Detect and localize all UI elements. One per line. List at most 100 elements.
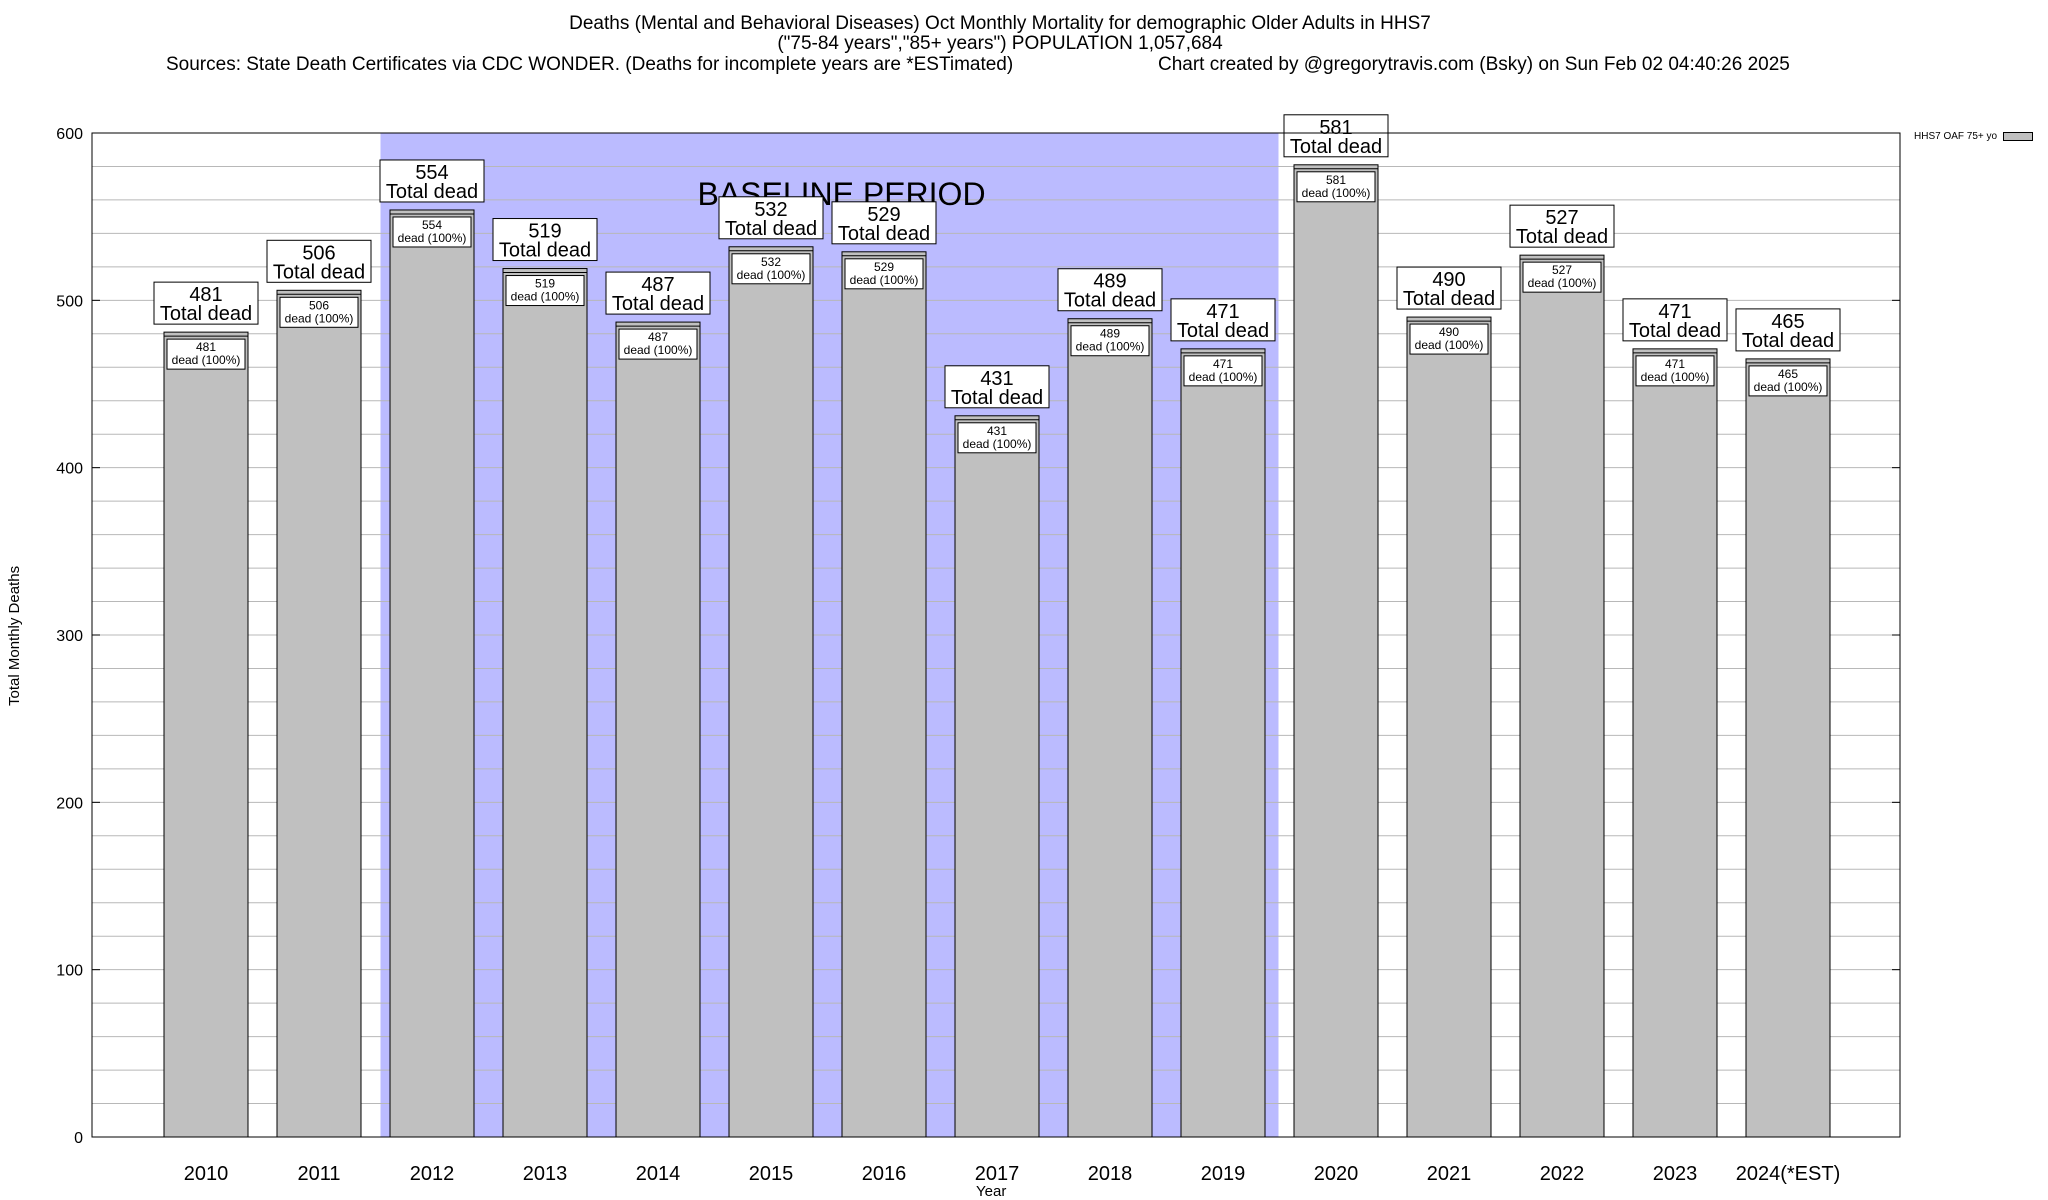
inner-label-value: 527 bbox=[1552, 263, 1572, 277]
legend: HHS7 OAF 75+ yo bbox=[1914, 131, 2034, 142]
inner-label-text: dead (100%) bbox=[285, 311, 354, 325]
inner-label-value: 506 bbox=[309, 298, 329, 312]
chart-title: Deaths (Mental and Behavioral Diseases) … bbox=[569, 13, 1431, 34]
bar bbox=[389, 209, 475, 1138]
chart-credit: Chart created by @gregorytravis.com (Bsk… bbox=[1158, 54, 1790, 75]
inner-label-box bbox=[844, 258, 924, 290]
bar bbox=[615, 321, 701, 1138]
inner-label-value: 471 bbox=[1213, 357, 1233, 371]
inner-label-text: dead (100%) bbox=[963, 437, 1032, 451]
top-label-text: Total dead bbox=[499, 240, 591, 262]
top-label-box bbox=[718, 196, 824, 240]
top-label-text: Total dead bbox=[838, 223, 930, 245]
inner-label-value: 532 bbox=[761, 255, 781, 269]
inner-label-value: 487 bbox=[648, 330, 668, 344]
top-label-text: Total dead bbox=[1064, 290, 1156, 312]
inner-label-text: dead (100%) bbox=[850, 273, 919, 287]
top-label-value: 465 bbox=[1771, 311, 1804, 333]
inner-label-text: dead (100%) bbox=[1076, 340, 1145, 354]
y-tick-label: 400 bbox=[56, 461, 83, 478]
y-tick-label: 300 bbox=[56, 628, 83, 645]
inner-label-box bbox=[731, 253, 811, 285]
x-tick-label: 2010 bbox=[184, 1163, 229, 1185]
top-label-text: Total dead bbox=[1403, 288, 1495, 310]
bar bbox=[1632, 348, 1718, 1138]
inner-label-text: dead (100%) bbox=[172, 353, 241, 367]
inner-label-value: 529 bbox=[874, 260, 894, 274]
top-label-text: Total dead bbox=[1742, 330, 1834, 352]
inner-label-value: 481 bbox=[196, 340, 216, 354]
inner-label-text: dead (100%) bbox=[1528, 276, 1597, 290]
top-label-box bbox=[1396, 266, 1502, 310]
bar bbox=[276, 289, 362, 1138]
inner-label-value: 554 bbox=[422, 218, 442, 232]
y-tick-label: 100 bbox=[56, 963, 83, 980]
inner-label-box bbox=[1522, 261, 1602, 293]
inner-label-box bbox=[279, 296, 359, 328]
x-tick-label: 2022 bbox=[1540, 1163, 1585, 1185]
y-tick-label: 0 bbox=[74, 1130, 83, 1147]
inner-label-value: 489 bbox=[1100, 327, 1120, 341]
inner-label-value: 465 bbox=[1778, 367, 1798, 381]
inner-label-box bbox=[1070, 325, 1150, 357]
bar bbox=[1519, 254, 1605, 1138]
top-label-text: Total dead bbox=[612, 293, 704, 315]
top-label-box bbox=[153, 281, 259, 325]
top-label-box bbox=[1170, 298, 1276, 342]
top-label-text: Total dead bbox=[1629, 320, 1721, 342]
top-label-text: Total dead bbox=[1516, 226, 1608, 248]
x-tick-label: 2014 bbox=[636, 1163, 681, 1185]
top-label-box bbox=[831, 201, 937, 245]
top-label-text: Total dead bbox=[386, 181, 478, 203]
inner-label-text: dead (100%) bbox=[1189, 370, 1258, 384]
bar bbox=[1293, 164, 1379, 1138]
chart-sources: Sources: State Death Certificates via CD… bbox=[166, 54, 1014, 75]
top-label-text: Total dead bbox=[951, 387, 1043, 409]
y-tick-label: 600 bbox=[56, 126, 83, 143]
x-tick-label: 2011 bbox=[297, 1163, 340, 1185]
inner-label-text: dead (100%) bbox=[1641, 370, 1710, 384]
top-label-box bbox=[492, 218, 598, 262]
inner-label-text: dead (100%) bbox=[624, 343, 693, 357]
x-tick-label: 2019 bbox=[1201, 1163, 1246, 1185]
inner-label-value: 471 bbox=[1665, 357, 1685, 371]
inner-label-text: dead (100%) bbox=[398, 231, 467, 245]
bar bbox=[502, 268, 588, 1138]
bar bbox=[1180, 348, 1266, 1138]
inner-label-value: 431 bbox=[987, 424, 1007, 438]
top-label-box bbox=[605, 271, 711, 315]
inner-label-text: dead (100%) bbox=[737, 268, 806, 282]
top-label-box bbox=[266, 239, 372, 283]
top-label-value: 490 bbox=[1432, 269, 1465, 291]
top-label-box bbox=[379, 159, 485, 203]
x-tick-label: 2013 bbox=[523, 1163, 568, 1185]
inner-label-box bbox=[505, 275, 585, 307]
inner-label-value: 581 bbox=[1326, 173, 1346, 187]
x-tick-label: 2020 bbox=[1314, 1163, 1359, 1185]
inner-label-box bbox=[1748, 365, 1828, 397]
inner-label-text: dead (100%) bbox=[1302, 186, 1371, 200]
top-label-box bbox=[1622, 298, 1728, 342]
top-label-value: 487 bbox=[641, 274, 674, 296]
legend-label: HHS7 OAF 75+ yo bbox=[1914, 131, 1998, 142]
top-label-value: 519 bbox=[528, 221, 561, 243]
x-tick-label: 2024(*EST) bbox=[1736, 1163, 1841, 1185]
top-label-box bbox=[1057, 268, 1163, 312]
inner-label-value: 519 bbox=[535, 277, 555, 291]
top-label-box bbox=[944, 365, 1050, 409]
inner-label-box bbox=[618, 328, 698, 360]
chart-title-block: Deaths (Mental and Behavioral Diseases) … bbox=[0, 14, 2000, 54]
inner-label-text: dead (100%) bbox=[1415, 338, 1484, 352]
top-label-text: Total dead bbox=[160, 303, 252, 325]
x-tick-label: 2021 bbox=[1427, 1163, 1472, 1185]
y-axis-label: Total Monthly Deaths bbox=[6, 565, 23, 706]
top-label-value: 529 bbox=[867, 204, 900, 226]
inner-label-box bbox=[392, 216, 472, 248]
inner-label-text: dead (100%) bbox=[1754, 380, 1823, 394]
bar bbox=[841, 251, 927, 1138]
top-label-text: Total dead bbox=[273, 261, 365, 283]
legend-swatch bbox=[2003, 131, 2034, 141]
bar bbox=[1067, 318, 1153, 1138]
inner-label-box bbox=[1409, 323, 1489, 355]
top-label-value: 431 bbox=[980, 368, 1013, 390]
